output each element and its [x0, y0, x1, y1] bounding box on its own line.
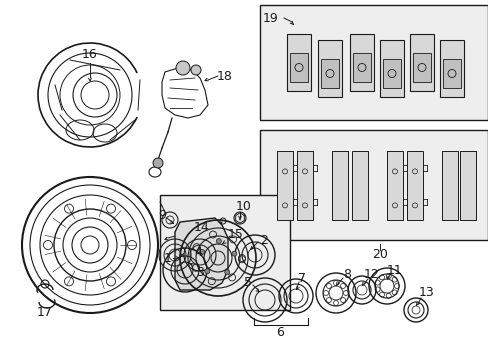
FancyBboxPatch shape [317, 40, 341, 96]
Text: 20: 20 [371, 248, 387, 261]
FancyBboxPatch shape [352, 53, 370, 82]
Circle shape [231, 251, 237, 256]
Text: 4: 4 [194, 246, 202, 258]
Bar [160, 195, 289, 310]
Circle shape [204, 269, 209, 274]
Text: 8: 8 [342, 269, 350, 282]
FancyBboxPatch shape [409, 33, 433, 90]
FancyBboxPatch shape [386, 150, 402, 220]
Text: 19: 19 [263, 12, 278, 24]
FancyBboxPatch shape [289, 53, 307, 82]
Polygon shape [175, 218, 227, 290]
FancyBboxPatch shape [320, 59, 339, 88]
FancyBboxPatch shape [412, 53, 430, 82]
Text: 6: 6 [276, 325, 284, 338]
Text: 1: 1 [164, 252, 172, 265]
FancyBboxPatch shape [349, 33, 373, 90]
Text: 5: 5 [244, 276, 251, 289]
FancyBboxPatch shape [382, 59, 401, 88]
FancyBboxPatch shape [459, 150, 475, 220]
Circle shape [191, 65, 201, 75]
Text: 18: 18 [217, 69, 232, 82]
Circle shape [199, 249, 204, 255]
Text: 11: 11 [386, 264, 402, 276]
FancyBboxPatch shape [296, 150, 312, 220]
Text: 12: 12 [364, 269, 379, 282]
Text: 15: 15 [227, 228, 244, 240]
Text: 17: 17 [37, 306, 53, 319]
Text: 3: 3 [196, 265, 203, 279]
FancyBboxPatch shape [286, 33, 310, 90]
Circle shape [153, 158, 163, 168]
Text: 16: 16 [82, 49, 98, 62]
FancyBboxPatch shape [276, 150, 292, 220]
FancyBboxPatch shape [439, 40, 463, 96]
Text: 9: 9 [158, 210, 165, 222]
FancyBboxPatch shape [442, 59, 460, 88]
FancyBboxPatch shape [406, 150, 422, 220]
FancyBboxPatch shape [331, 150, 347, 220]
Circle shape [216, 239, 221, 243]
Text: 10: 10 [236, 201, 251, 213]
Circle shape [176, 61, 190, 75]
Circle shape [224, 270, 229, 275]
Text: 2: 2 [260, 234, 267, 247]
Bar [260, 130, 487, 240]
Bar [260, 5, 487, 120]
FancyBboxPatch shape [379, 40, 403, 96]
Text: 14: 14 [194, 221, 209, 234]
Text: 7: 7 [297, 271, 305, 284]
Text: 13: 13 [418, 285, 434, 298]
FancyBboxPatch shape [351, 150, 367, 220]
FancyBboxPatch shape [441, 150, 457, 220]
